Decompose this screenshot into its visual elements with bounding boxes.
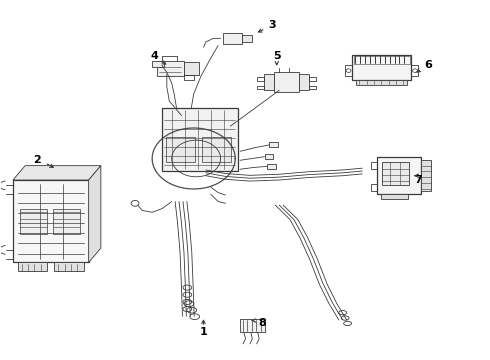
- Text: 6: 6: [424, 60, 432, 70]
- Bar: [54, 262, 84, 271]
- Bar: [377, 157, 421, 194]
- Text: 1: 1: [199, 327, 207, 337]
- Bar: [257, 86, 264, 89]
- Bar: [345, 65, 352, 76]
- Bar: [162, 108, 238, 171]
- Text: 5: 5: [273, 51, 281, 61]
- Bar: [240, 319, 265, 332]
- Bar: [382, 162, 409, 185]
- Polygon shape: [13, 166, 101, 180]
- Bar: [152, 60, 164, 67]
- Bar: [310, 77, 316, 81]
- Text: 4: 4: [150, 51, 159, 61]
- Bar: [202, 137, 231, 162]
- Bar: [166, 137, 195, 162]
- Bar: [53, 209, 80, 234]
- Bar: [354, 56, 410, 64]
- Bar: [20, 209, 47, 234]
- Bar: [13, 180, 89, 262]
- Bar: [264, 74, 274, 90]
- Bar: [352, 55, 411, 80]
- Bar: [223, 33, 242, 44]
- Text: 8: 8: [258, 319, 266, 328]
- Bar: [371, 184, 377, 191]
- Bar: [270, 142, 278, 147]
- Bar: [265, 154, 273, 159]
- Bar: [257, 77, 264, 81]
- Bar: [421, 159, 431, 192]
- Bar: [411, 65, 418, 76]
- Polygon shape: [89, 166, 101, 262]
- Bar: [267, 164, 276, 169]
- Bar: [157, 61, 184, 76]
- Bar: [356, 80, 407, 85]
- Bar: [274, 72, 299, 92]
- Bar: [184, 75, 194, 80]
- Bar: [371, 162, 377, 169]
- Bar: [299, 74, 310, 90]
- Bar: [18, 262, 47, 271]
- Bar: [310, 86, 316, 89]
- Text: 7: 7: [415, 175, 422, 185]
- Bar: [242, 35, 252, 42]
- Text: 2: 2: [33, 155, 41, 165]
- Bar: [381, 194, 408, 199]
- Text: 3: 3: [268, 20, 276, 30]
- Bar: [184, 62, 198, 75]
